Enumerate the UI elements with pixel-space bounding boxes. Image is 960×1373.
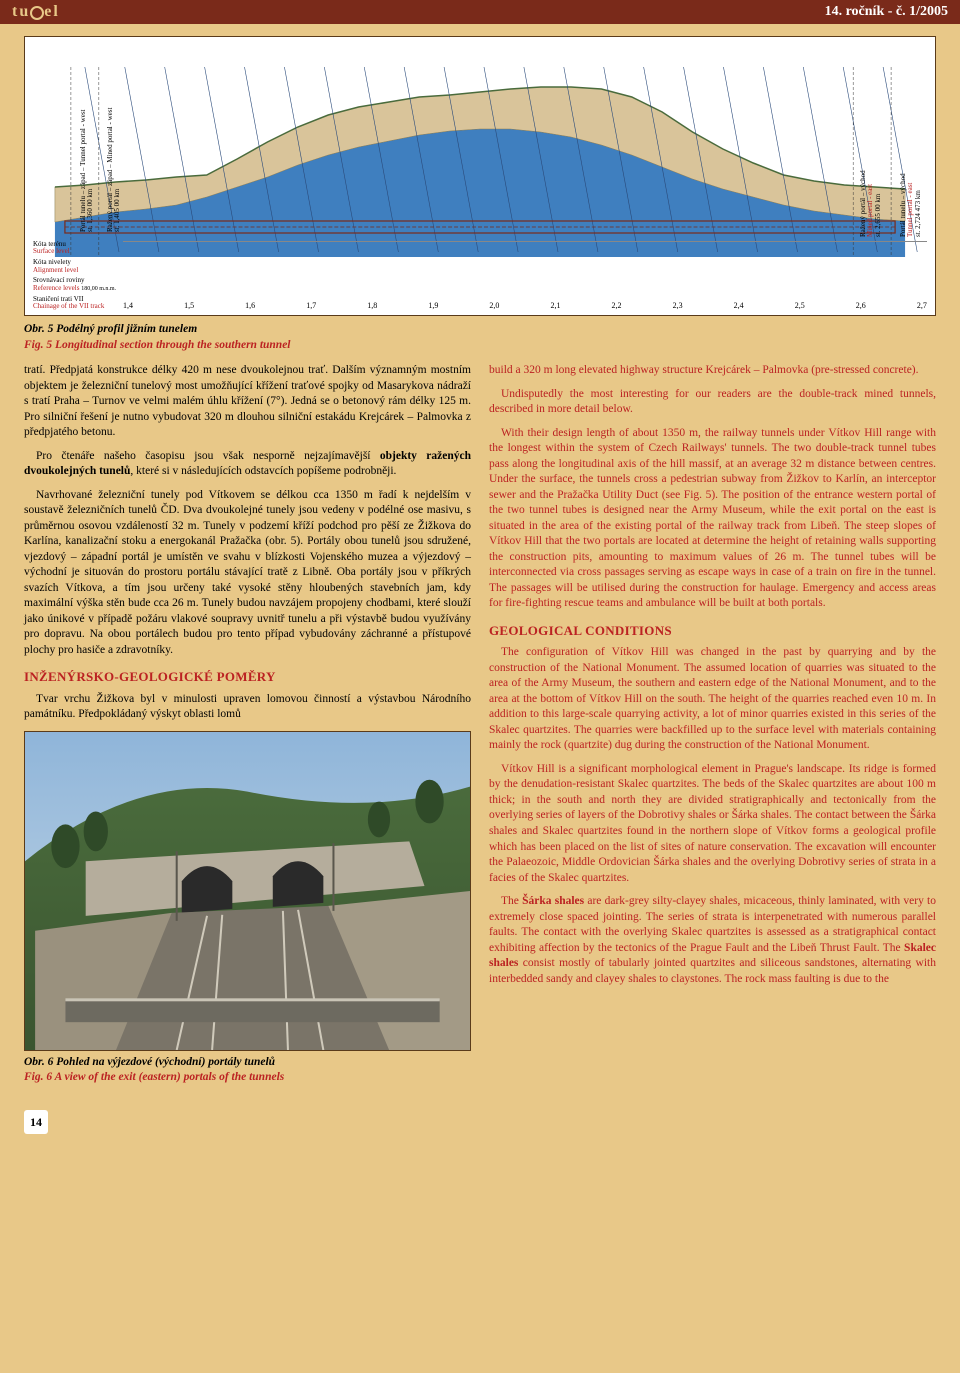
caption-cz: Obr. 5 Podélný profil jižním tunelem (24, 322, 936, 338)
legend-row: Kóta terénu Surface level Kóta nivelety … (33, 241, 927, 312)
chainage-tick: 2,6 (856, 302, 866, 311)
tunnel-icon (30, 6, 44, 20)
issue-label: 14. ročník - č. 1/2005 (825, 3, 948, 22)
label-portal-east: Portál tunelu – východ Tunnel portal - e… (900, 173, 922, 237)
label-mined-east: Ražený portál – východ Mined portal - ea… (860, 170, 882, 237)
right-p5: Vítkov Hill is a significant morphologic… (489, 762, 936, 886)
left-column: tratí. Předpjatá konstrukce délky 420 m … (24, 363, 471, 1096)
section-head-en: GEOLOGICAL CONDITIONS (489, 622, 936, 640)
chainage-tick: 1,9 (428, 302, 438, 311)
page-number: 14 (24, 1110, 48, 1134)
page-body: Portál tunelu – západ – Tunnel portal - … (0, 24, 960, 1150)
chainage-tick: 1,5 (184, 302, 194, 311)
left-p1: tratí. Předpjatá konstrukce délky 420 m … (24, 363, 471, 441)
chainage-tick: 2,4 (734, 302, 744, 311)
figure-6-svg (24, 731, 471, 1051)
right-p6: The Šárka shales are dark-grey silty-cla… (489, 894, 936, 987)
chainage-tick: 2,2 (612, 302, 622, 311)
chainage-tick: 2,7 (917, 302, 927, 311)
chainage-tick: 2,1 (550, 302, 560, 311)
legend-terrain: Kóta terénu Surface level (33, 241, 123, 256)
logo-pre: tu (12, 1, 30, 23)
label-mined-west: Ražený portál – západ – Mined portal - w… (107, 108, 122, 232)
chainage-tick: 2,5 (795, 302, 805, 311)
left-p4: Tvar vrchu Žižkova byl v minulosti uprav… (24, 692, 471, 723)
chainage-tick: 2,3 (673, 302, 683, 311)
right-p4: The configuration of Vítkov Hill was cha… (489, 645, 936, 754)
figure-6: Obr. 6 Pohled na výjezdové (východní) po… (24, 731, 471, 1086)
label-portal-west: Portál tunelu – západ – Tunnel portal - … (80, 110, 95, 232)
legend-reference: Srovnávací roviny Reference levels 180,0… (33, 277, 123, 292)
right-column: build a 320 m long elevated highway stru… (489, 363, 936, 1096)
section-head-cz: INŽENÝRSKO-GEOLOGICKÉ POMĚRY (24, 668, 471, 686)
chainage-axis: 1,4 1,5 1,6 1,7 1,8 1,9 2,0 2,1 2,2 2,3 2,4 2,5 2,6 2… (123, 241, 927, 312)
legend-labels: Kóta terénu Surface level Kóta nivelety … (33, 241, 123, 312)
figure-6-caption: Obr. 6 Pohled na výjezdové (východní) po… (24, 1055, 471, 1086)
caption-en: Fig. 5 Longitudinal section through the … (24, 338, 936, 354)
logo: tu el (12, 1, 60, 23)
chainage-tick: 2,0 (489, 302, 499, 311)
chainage-tick: 1,8 (367, 302, 377, 311)
legend-nivelet: Kóta nivelety Alignment level (33, 259, 123, 274)
text-columns: tratí. Předpjatá konstrukce délky 420 m … (24, 363, 936, 1096)
chainage-tick: 1,4 (123, 302, 133, 311)
profile-svg (25, 37, 935, 257)
chainage-tick: 1,7 (306, 302, 316, 311)
right-p3: With their design length of about 1350 m… (489, 426, 936, 612)
logo-post: el (44, 1, 60, 23)
chainage-tick: 1,6 (245, 302, 255, 311)
legend-chainage: Staničení trati VII Chainage of the VII … (33, 296, 123, 311)
figure-5-caption: Obr. 5 Podélný profil jižním tunelem Fig… (24, 322, 936, 353)
left-p2: Pro čtenáře našeho časopisu jsou však ne… (24, 449, 471, 480)
right-p1: build a 320 m long elevated highway stru… (489, 363, 936, 379)
right-p2: Undisputedly the most interesting for ou… (489, 387, 936, 418)
page-header: tu el 14. ročník - č. 1/2005 (0, 0, 960, 24)
figure-5-profile: Portál tunelu – západ – Tunnel portal - … (24, 36, 936, 316)
left-p3: Navrhované železniční tunely pod Vítkove… (24, 488, 471, 659)
